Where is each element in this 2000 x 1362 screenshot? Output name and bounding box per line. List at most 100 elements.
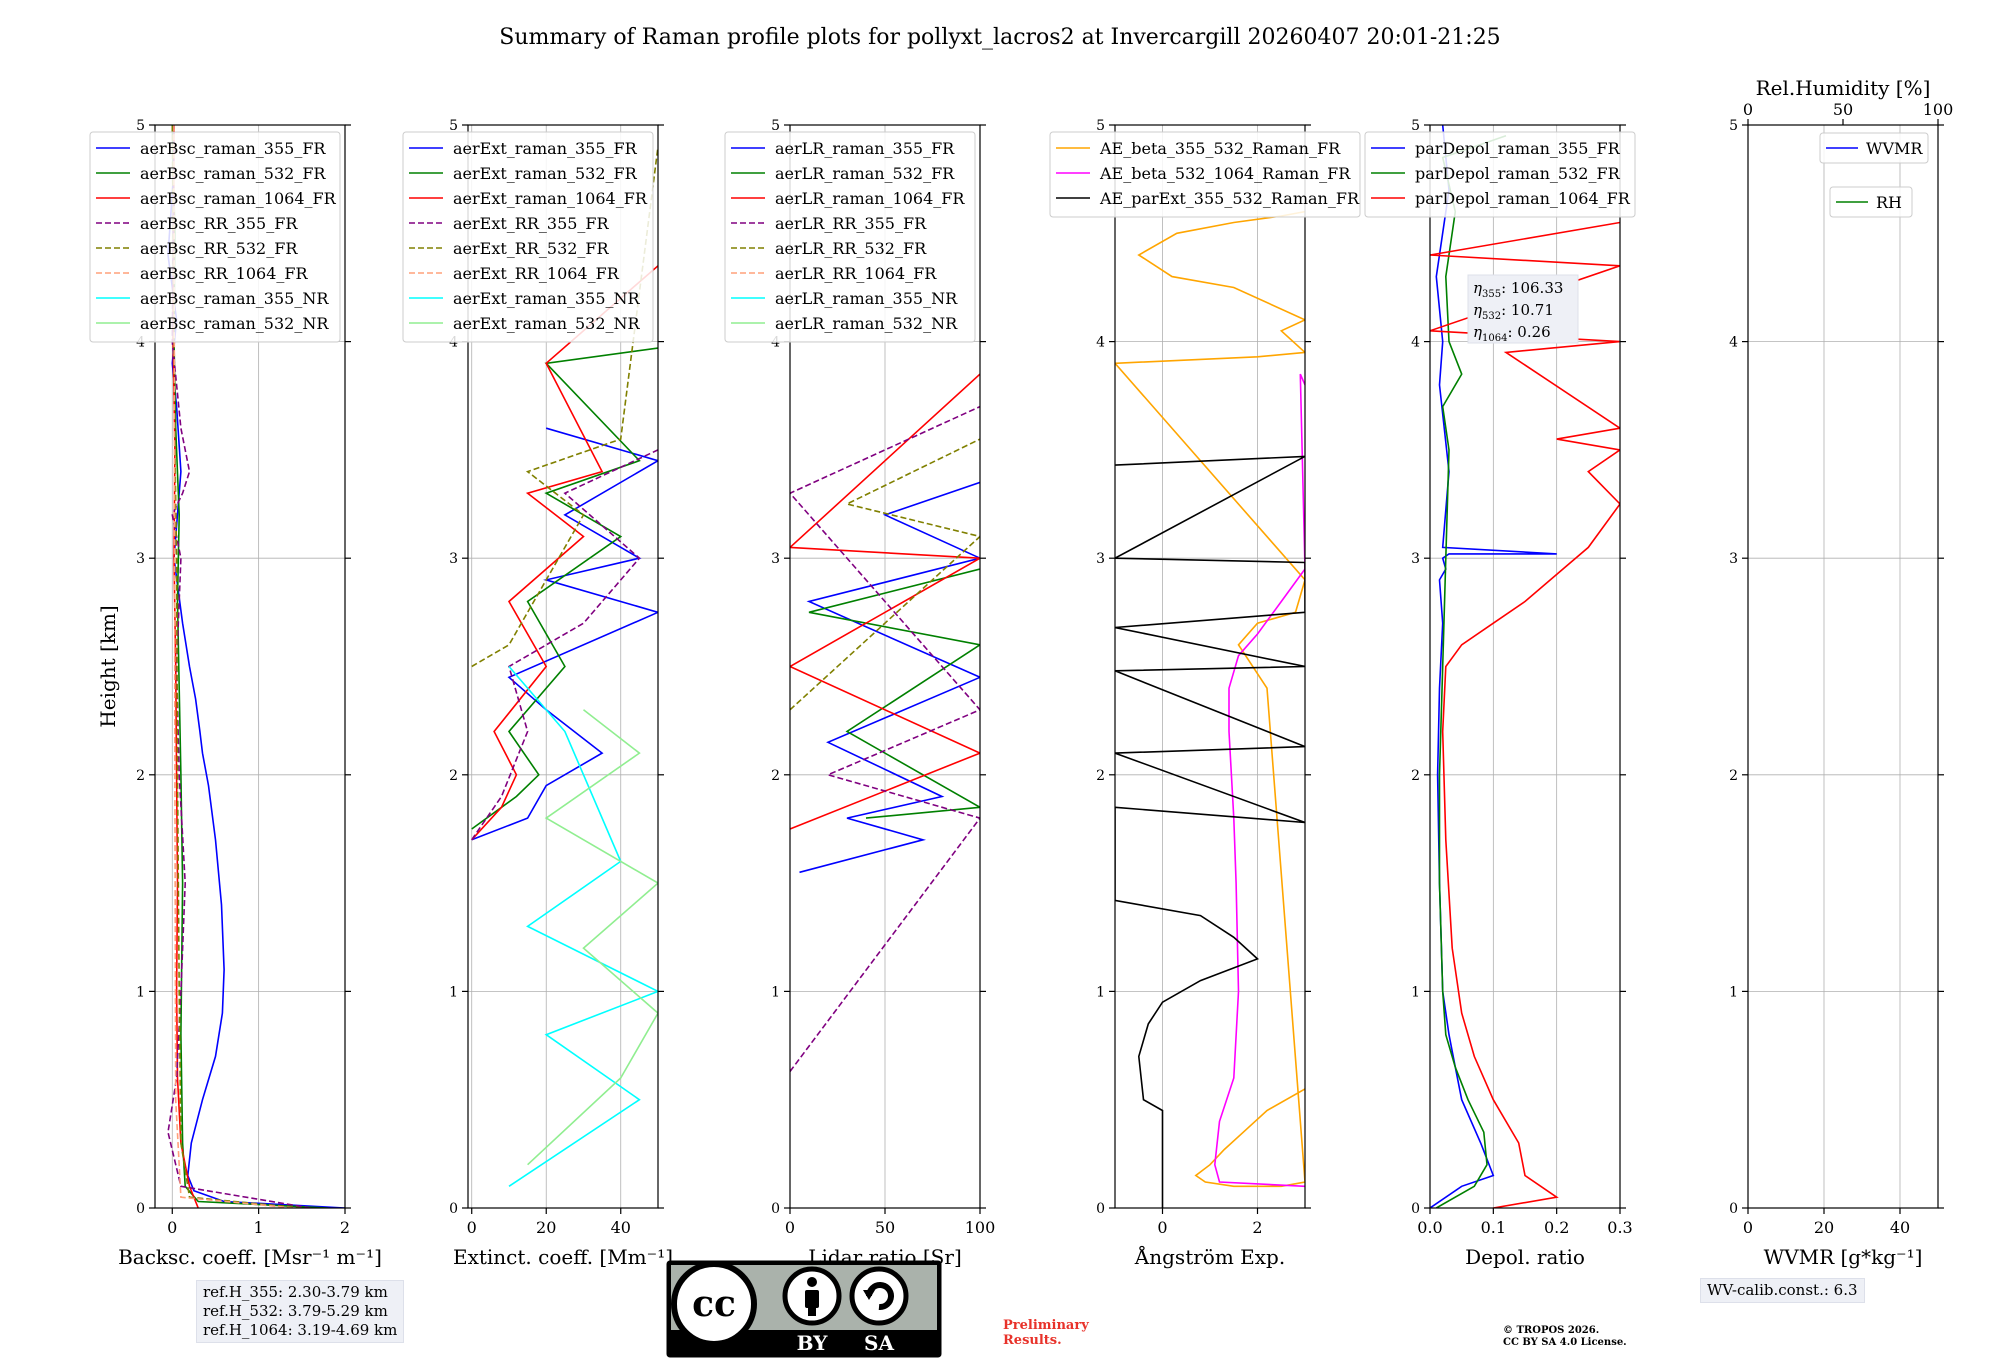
preliminary-note: Preliminary Results.	[1003, 1318, 1089, 1348]
y-tick-label: 4	[449, 335, 458, 351]
legend-label-aerBsc_raman_355_NR: aerBsc_raman_355_NR	[140, 289, 329, 308]
series-line-parDepol_raman_355_FR	[1430, 125, 1557, 1208]
x-tick-label: 0.0	[1417, 1218, 1442, 1237]
legend-label-aerBsc_RR_355_FR: aerBsc_RR_355_FR	[140, 214, 298, 233]
y-tick-label: 4	[1729, 335, 1738, 351]
license-by-label: BY	[797, 1331, 829, 1355]
legend-label-aerBsc_RR_532_FR: aerBsc_RR_532_FR	[140, 239, 298, 258]
legend-label-parDepol_raman_1064_FR: parDepol_raman_1064_FR	[1415, 189, 1631, 208]
y-tick-label: 1	[1411, 984, 1420, 1000]
series-bsc	[167, 125, 345, 1208]
legend-label: RH	[1876, 193, 1902, 212]
cc-license-logo: cc BY SA	[666, 1260, 942, 1358]
grid-wv	[1747, 124, 1938, 1209]
y-tick-label: 3	[136, 551, 145, 567]
x-tick-label: 0	[167, 1218, 177, 1237]
x-axis-label: Depol. ratio	[1465, 1245, 1585, 1269]
y-tick-label: 3	[771, 551, 780, 567]
x-tick-label: 0	[785, 1218, 795, 1237]
legend-wv-WVMR: WVMR	[1819, 132, 1929, 164]
legend-lr: aerLR_raman_355_FR aerLR_raman_532_FR aerL…	[724, 131, 976, 343]
series-line-AE_parExt_355_532_Raman_FR	[1115, 455, 1305, 1208]
top-x-tick-label: 0	[1743, 100, 1753, 119]
legend-label-aerBsc_raman_1064_FR: aerBsc_raman_1064_FR	[140, 189, 337, 208]
x-tick-label: 0.3	[1607, 1218, 1632, 1237]
series-line-aerLR_RR_355_FR	[790, 405, 980, 1072]
series-line-aerExt_raman_355_NR	[508, 665, 658, 1187]
legend-bsc: aerBsc_raman_355_FR aerBsc_raman_532_FRae…	[89, 131, 341, 343]
x-tick-label: 0	[467, 1218, 477, 1237]
legend-label-aerLR_raman_355_NR: aerLR_raman_355_NR	[775, 289, 958, 308]
axes-frame-ang	[1114, 124, 1306, 1209]
top-x-axis-label: Rel.Humidity [%]	[1756, 76, 1931, 100]
y-tick-label: 3	[1096, 551, 1105, 567]
x-tick-label: 1	[254, 1218, 264, 1237]
panel-wv: 0 20 40 0 1 2 3 4 5 WVMR [g*kg⁻¹] 0 50 100Rel.Humidi…	[1729, 76, 1953, 1269]
y-tick-label: 5	[1096, 118, 1105, 134]
y-tick-label: 5	[1729, 118, 1738, 134]
eta-1064: η1064: 0.26	[1473, 323, 1551, 344]
x-axis-label: Extinct. coeff. [Mm⁻¹]	[453, 1245, 673, 1269]
cc-circle-icon	[671, 1261, 757, 1347]
preliminary-line-1: Preliminary	[1003, 1318, 1089, 1333]
legend-label-aerExt_raman_532_FR: aerExt_raman_532_FR	[453, 164, 638, 183]
x-tick-label: 0.1	[1481, 1218, 1506, 1237]
y-tick-label: 0	[1096, 1201, 1105, 1217]
series-lr	[790, 373, 980, 1072]
y-tick-label: 1	[136, 984, 145, 1000]
series-line-parDepol_raman_1064_FR	[1430, 221, 1620, 1208]
y-tick-label: 3	[1729, 551, 1738, 567]
y-tick-label: 0	[1411, 1201, 1420, 1217]
ref-height-1064: ref.H_1064: 3.19-4.69 km	[203, 1321, 398, 1339]
copyright-note: © TROPOS 2026. CC BY SA 4.0 License.	[1503, 1325, 1627, 1349]
x-tick-label: 0	[1157, 1218, 1167, 1237]
y-tick-label: 5	[1411, 118, 1420, 134]
y-tick-label: 4	[136, 335, 145, 351]
y-tick-label: 2	[1729, 768, 1738, 784]
legend-label-aerExt_raman_355_FR: aerExt_raman_355_FR	[453, 139, 638, 158]
x-tick-label: 2	[1252, 1218, 1262, 1237]
legend-label-aerLR_raman_532_FR: aerLR_raman_532_FR	[775, 164, 955, 183]
legend-box	[1829, 186, 1913, 218]
legend-depol: parDepol_raman_355_FR parDepol_raman_532_…	[1364, 131, 1636, 218]
y-tick-label: 2	[771, 768, 780, 784]
legend-wv-RH: RH	[1829, 186, 1913, 218]
y-tick-label: 2	[449, 768, 458, 784]
series-line-aerExt_raman_532_FR	[471, 347, 658, 830]
ticks-wv	[1742, 124, 1944, 1214]
cc-license-badge: cc BY SA	[666, 1260, 942, 1362]
copyright-line-1: © TROPOS 2026.	[1503, 1325, 1600, 1336]
y-tick-label: 3	[449, 551, 458, 567]
legend-label: WVMR	[1866, 139, 1923, 158]
legend-box	[1364, 131, 1636, 218]
copyright-line-2: CC BY SA 4.0 License.	[1503, 1337, 1627, 1348]
eta-box	[1467, 274, 1579, 344]
y-tick-label: 1	[449, 984, 458, 1000]
y-tick-label: 5	[449, 118, 458, 134]
x-tick-label: 0	[1743, 1218, 1753, 1237]
y-axis-label: Height [km]	[96, 605, 120, 727]
wv-calibration-box: WV-calib.const.: 6.3	[1700, 1278, 1865, 1303]
series-ang	[1115, 210, 1305, 1208]
legend-label-aerBsc_RR_1064_FR: aerBsc_RR_1064_FR	[140, 264, 309, 283]
x-tick-label: 50	[875, 1218, 895, 1237]
y-tick-label: 4	[1096, 335, 1105, 351]
sa-share-icon	[849, 1266, 909, 1326]
x-tick-label: 100	[965, 1218, 996, 1237]
legend-box	[1049, 131, 1361, 218]
legend-label-aerLR_raman_532_NR: aerLR_raman_532_NR	[775, 314, 958, 333]
panel-ang: 0 2 0 1 2 3 4 5 Ångström Exp. AE_beta_355_532_Ram…	[1049, 118, 1361, 1269]
y-tick-label: 0	[136, 1201, 145, 1217]
x-tick-label: 20	[1814, 1218, 1834, 1237]
legend-label-aerExt_RR_532_FR: aerExt_RR_532_FR	[453, 239, 610, 258]
legend-box	[724, 131, 976, 343]
legend-label-parDepol_raman_355_FR: parDepol_raman_355_FR	[1415, 139, 1621, 158]
x-tick-label: 40	[1890, 1218, 1910, 1237]
y-tick-label: 3	[1411, 551, 1420, 567]
y-tick-label: 0	[771, 1201, 780, 1217]
legend-box	[1819, 132, 1929, 164]
panel-ext: 0 20 40 0 1 2 3 4 5 Extinct. coeff. [Mm⁻¹] aerExt_…	[402, 118, 673, 1269]
legend-ang: AE_beta_355_532_Raman_FR AE_beta_532_1064…	[1049, 131, 1361, 218]
ref-height-532: ref.H_532: 3.79-5.29 km	[203, 1302, 388, 1320]
